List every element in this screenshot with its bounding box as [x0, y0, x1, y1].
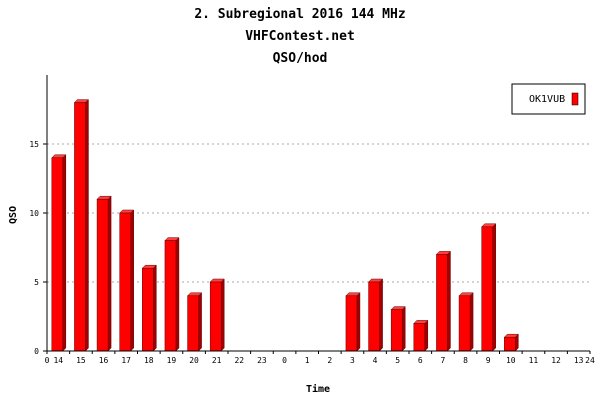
bar [209, 278, 225, 352]
x-tick-label: 10 [506, 356, 516, 365]
bar-front [51, 157, 64, 352]
x-tick-label: 15 [76, 356, 86, 365]
bar [390, 305, 406, 352]
x-tick-label: 14 [53, 356, 63, 365]
bar-side [107, 195, 112, 352]
bar-front [345, 295, 358, 352]
legend-label: OK1VUB [529, 94, 565, 105]
x-tick-label: 11 [529, 356, 539, 365]
bar-front [368, 281, 380, 352]
bar-front [458, 295, 471, 352]
bar-side [447, 250, 451, 352]
x-tick-label: 19 [167, 356, 177, 365]
y-tick-label: 10 [29, 209, 39, 218]
bar [51, 154, 67, 352]
chart-title: 2. Subregional 2016 144 MHz [194, 7, 405, 22]
bar [119, 209, 135, 352]
bar [367, 278, 384, 352]
bar-front [436, 254, 448, 352]
bar [141, 264, 157, 352]
bar-front [413, 323, 426, 352]
bar-front [187, 295, 199, 352]
y-tick-label: 15 [29, 140, 39, 149]
bar-side [62, 154, 67, 352]
legend: OK1VUB [511, 83, 586, 115]
bar-side [198, 292, 202, 352]
y-axis-label: QSO [8, 206, 19, 224]
x-tick-label: 8 [463, 356, 468, 365]
chart-subtitle-2: QSO/hod [273, 51, 328, 66]
bar-side [153, 264, 157, 352]
axes [43, 75, 591, 354]
bar-front [209, 281, 222, 352]
bar-side [469, 292, 474, 352]
x-tick-label: 18 [144, 356, 154, 365]
legend-swatch [571, 92, 579, 106]
bar [164, 236, 180, 352]
bar-front [142, 267, 154, 352]
bar-side [492, 223, 496, 352]
x-tick-label: 23 [257, 356, 267, 365]
y-tick-label: 0 [34, 347, 39, 356]
bar [458, 292, 474, 352]
bar [345, 292, 361, 352]
chart-subtitle: VHFContest.net [245, 29, 355, 44]
bar-front [504, 336, 516, 352]
x-tick-label: 21 [212, 356, 222, 365]
bar-side [379, 278, 383, 352]
x-end-label: 24 [585, 356, 595, 365]
gridlines [47, 143, 590, 283]
bar [435, 250, 452, 352]
x-tick-labels: 14 15 16 17 18 19 20 21 22 23 0 1 2 3 4 5 6 7 8 9 10 11 12 130 2… [45, 356, 595, 365]
x-tick-label: 12 [551, 356, 561, 365]
bars [51, 98, 519, 352]
x-tick-label: 2 [327, 356, 332, 365]
bar [186, 292, 203, 352]
x-tick-label: 22 [234, 356, 244, 365]
x-tick-label: 1 [305, 356, 310, 365]
x-start-label: 0 [45, 356, 50, 365]
x-tick-label: 5 [395, 356, 400, 365]
bar [73, 98, 90, 352]
bar-side [175, 236, 180, 352]
bar-side [130, 209, 134, 352]
x-tick-label: 16 [99, 356, 109, 365]
bar [413, 319, 429, 352]
bar-side [356, 292, 361, 352]
bar-side [401, 305, 406, 352]
bar-front [164, 240, 177, 352]
x-tick-label: 7 [441, 356, 446, 365]
x-tick-label: 17 [121, 356, 131, 365]
x-tick-label: 13 [574, 356, 584, 365]
bar-side [85, 98, 89, 352]
x-tick-label: 3 [350, 356, 355, 365]
x-tick-label: 4 [373, 356, 378, 365]
bar-side [424, 319, 429, 352]
y-tick-labels: 0 5 10 15 [29, 140, 39, 356]
bar-front [74, 102, 86, 352]
x-tick-label: 9 [486, 356, 491, 365]
x-axis-label: Time [306, 383, 330, 395]
y-tick-label: 5 [34, 278, 39, 287]
x-tick-label: 20 [189, 356, 199, 365]
bar [481, 223, 497, 352]
bar [96, 195, 112, 352]
bar-front [390, 309, 403, 352]
bar-front [119, 212, 131, 352]
bar-front [481, 226, 493, 352]
bar-side [220, 278, 225, 352]
bar-front [96, 198, 109, 352]
x-tick-label: 0 [282, 356, 287, 365]
x-tick-label: 6 [418, 356, 423, 365]
bar [503, 333, 519, 352]
